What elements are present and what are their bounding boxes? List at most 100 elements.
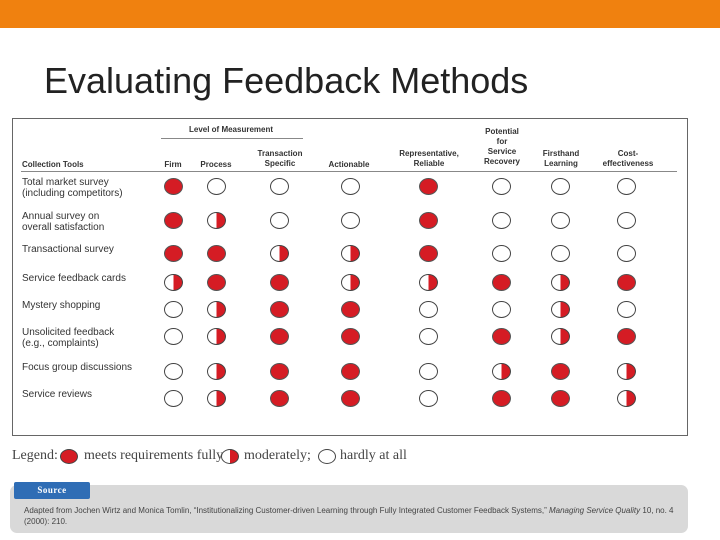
legend-none-label: hardly at all [340,448,407,463]
rating-none-cost-effectiveness-icon [617,245,636,262]
rating-full-representative-reliable-icon [419,212,438,229]
rating-full-service-recovery-icon [492,274,511,291]
row-label-line: Transactional survey [22,244,114,255]
col-header-firsthand-line2: Learning [544,159,578,168]
rating-none-actionable-icon [341,178,360,195]
row-label-line: Total market survey [22,177,109,188]
rating-none-cost-effectiveness-icon [617,178,636,195]
row-label-line: (including competitors) [22,188,123,199]
rating-full-firm-icon [164,212,183,229]
source-text-plain: Adapted from Jochen Wirtz and Monica Tom… [24,506,549,515]
rating-half-cost-effectiveness-icon [617,363,636,380]
rating-none-representative-reliable-icon [419,328,438,345]
rating-full-process-icon [207,245,226,262]
row-label-line: Unsolicited feedback [22,327,115,338]
row-label-line: Annual survey on [22,211,100,222]
rating-half-firsthand-learning-icon [551,274,570,291]
rating-full-firsthand-learning-icon [551,390,570,407]
rating-full-actionable-icon [341,301,360,318]
col-header-tools: Collection Tools [22,160,84,169]
rating-half-service-recovery-icon [492,363,511,380]
source-citation: Adapted from Jochen Wirtz and Monica Tom… [24,505,674,527]
rating-none-firsthand-learning-icon [551,212,570,229]
rating-full-process-icon [207,274,226,291]
legend-half-dot-icon [221,449,239,464]
row-label-line: overall satisfaction [22,222,105,233]
col-header-representative-line2: Reliable [413,159,445,168]
level-underline [161,138,303,139]
col-header-firsthand: Firsthand Learning [531,149,591,169]
row-label: Service feedback cards [22,273,126,284]
rating-none-cost-effectiveness-icon [617,301,636,318]
row-label-line: Focus group discussions [22,362,133,373]
rating-full-representative-reliable-icon [419,245,438,262]
rating-half-process-icon [207,390,226,407]
rating-none-representative-reliable-icon [419,301,438,318]
col-header-cost: Cost- effectiveness [591,149,665,169]
rating-none-representative-reliable-icon [419,363,438,380]
col-header-transaction: Transaction Specific [245,149,315,169]
header-divider [21,171,677,172]
rating-full-representative-reliable-icon [419,178,438,195]
rating-none-firm-icon [164,328,183,345]
rating-none-process-icon [207,178,226,195]
rating-full-firm-icon [164,245,183,262]
source-text-tail: 10, no. 4 (2000): 210. [24,506,674,526]
top-accent-bar [0,0,720,28]
col-header-transaction-line1: Transaction [257,149,303,158]
row-label-line: Service reviews [22,389,93,400]
row-label-line: Service feedback cards [22,273,126,284]
rating-none-firsthand-learning-icon [551,245,570,262]
col-header-transaction-line2: Specific [264,159,296,168]
legend-prefix: Legend: [12,448,58,463]
rating-half-firsthand-learning-icon [551,301,570,318]
row-label: Service reviews [22,389,92,400]
row-label-line: (e.g., complaints) [22,338,99,349]
source-tab: Source [14,482,90,499]
rating-half-transaction-specific-icon [270,245,289,262]
rating-full-firsthand-learning-icon [551,363,570,380]
rating-full-transaction-specific-icon [270,301,289,318]
rating-full-actionable-icon [341,390,360,407]
rating-none-cost-effectiveness-icon [617,212,636,229]
rating-full-actionable-icon [341,328,360,345]
col-header-potential: Potential for Service Recovery [471,127,533,167]
rating-full-cost-effectiveness-icon [617,328,636,345]
rating-full-actionable-icon [341,363,360,380]
rating-half-cost-effectiveness-icon [617,390,636,407]
source-box [10,485,688,533]
col-header-potential-line4: Recovery [483,157,521,166]
rating-none-service-recovery-icon [492,212,511,229]
col-header-potential-line2: for [496,137,508,146]
rating-half-process-icon [207,212,226,229]
col-header-process: Process [200,160,232,169]
row-label: Transactional survey [22,244,114,255]
legend-half-label: moderately; [244,448,311,463]
legend-full-dot-icon [60,449,78,464]
row-label: Annual survey on overall satisfaction [22,211,104,233]
col-header-cost-line1: Cost- [617,149,639,158]
row-label: Focus group discussions [22,362,132,373]
rating-none-transaction-specific-icon [270,212,289,229]
legend-none-dot-icon [318,449,336,464]
rating-half-firm-icon [164,274,183,291]
rating-half-actionable-icon [341,274,360,291]
rating-full-transaction-specific-icon [270,363,289,380]
legend-full-label: meets requirements fully; [84,448,228,463]
rating-none-firm-icon [164,363,183,380]
rating-none-representative-reliable-icon [419,390,438,407]
row-label-line: Mystery shopping [22,300,101,311]
row-label: Total market survey (including competitor… [22,177,123,199]
rating-none-firm-icon [164,390,183,407]
row-label: Mystery shopping [22,300,100,311]
rating-none-transaction-specific-icon [270,178,289,195]
evaluation-table: Level of Measurement Collection Tools Fi… [12,118,688,436]
rating-none-service-recovery-icon [492,301,511,318]
col-header-cost-line2: effectiveness [602,159,654,168]
rating-half-process-icon [207,301,226,318]
col-header-firm: Firm [164,160,182,169]
rating-full-service-recovery-icon [492,328,511,345]
level-of-measurement-header: Level of Measurement [188,125,274,134]
rating-none-firm-icon [164,301,183,318]
col-header-potential-line1: Potential [485,127,519,136]
